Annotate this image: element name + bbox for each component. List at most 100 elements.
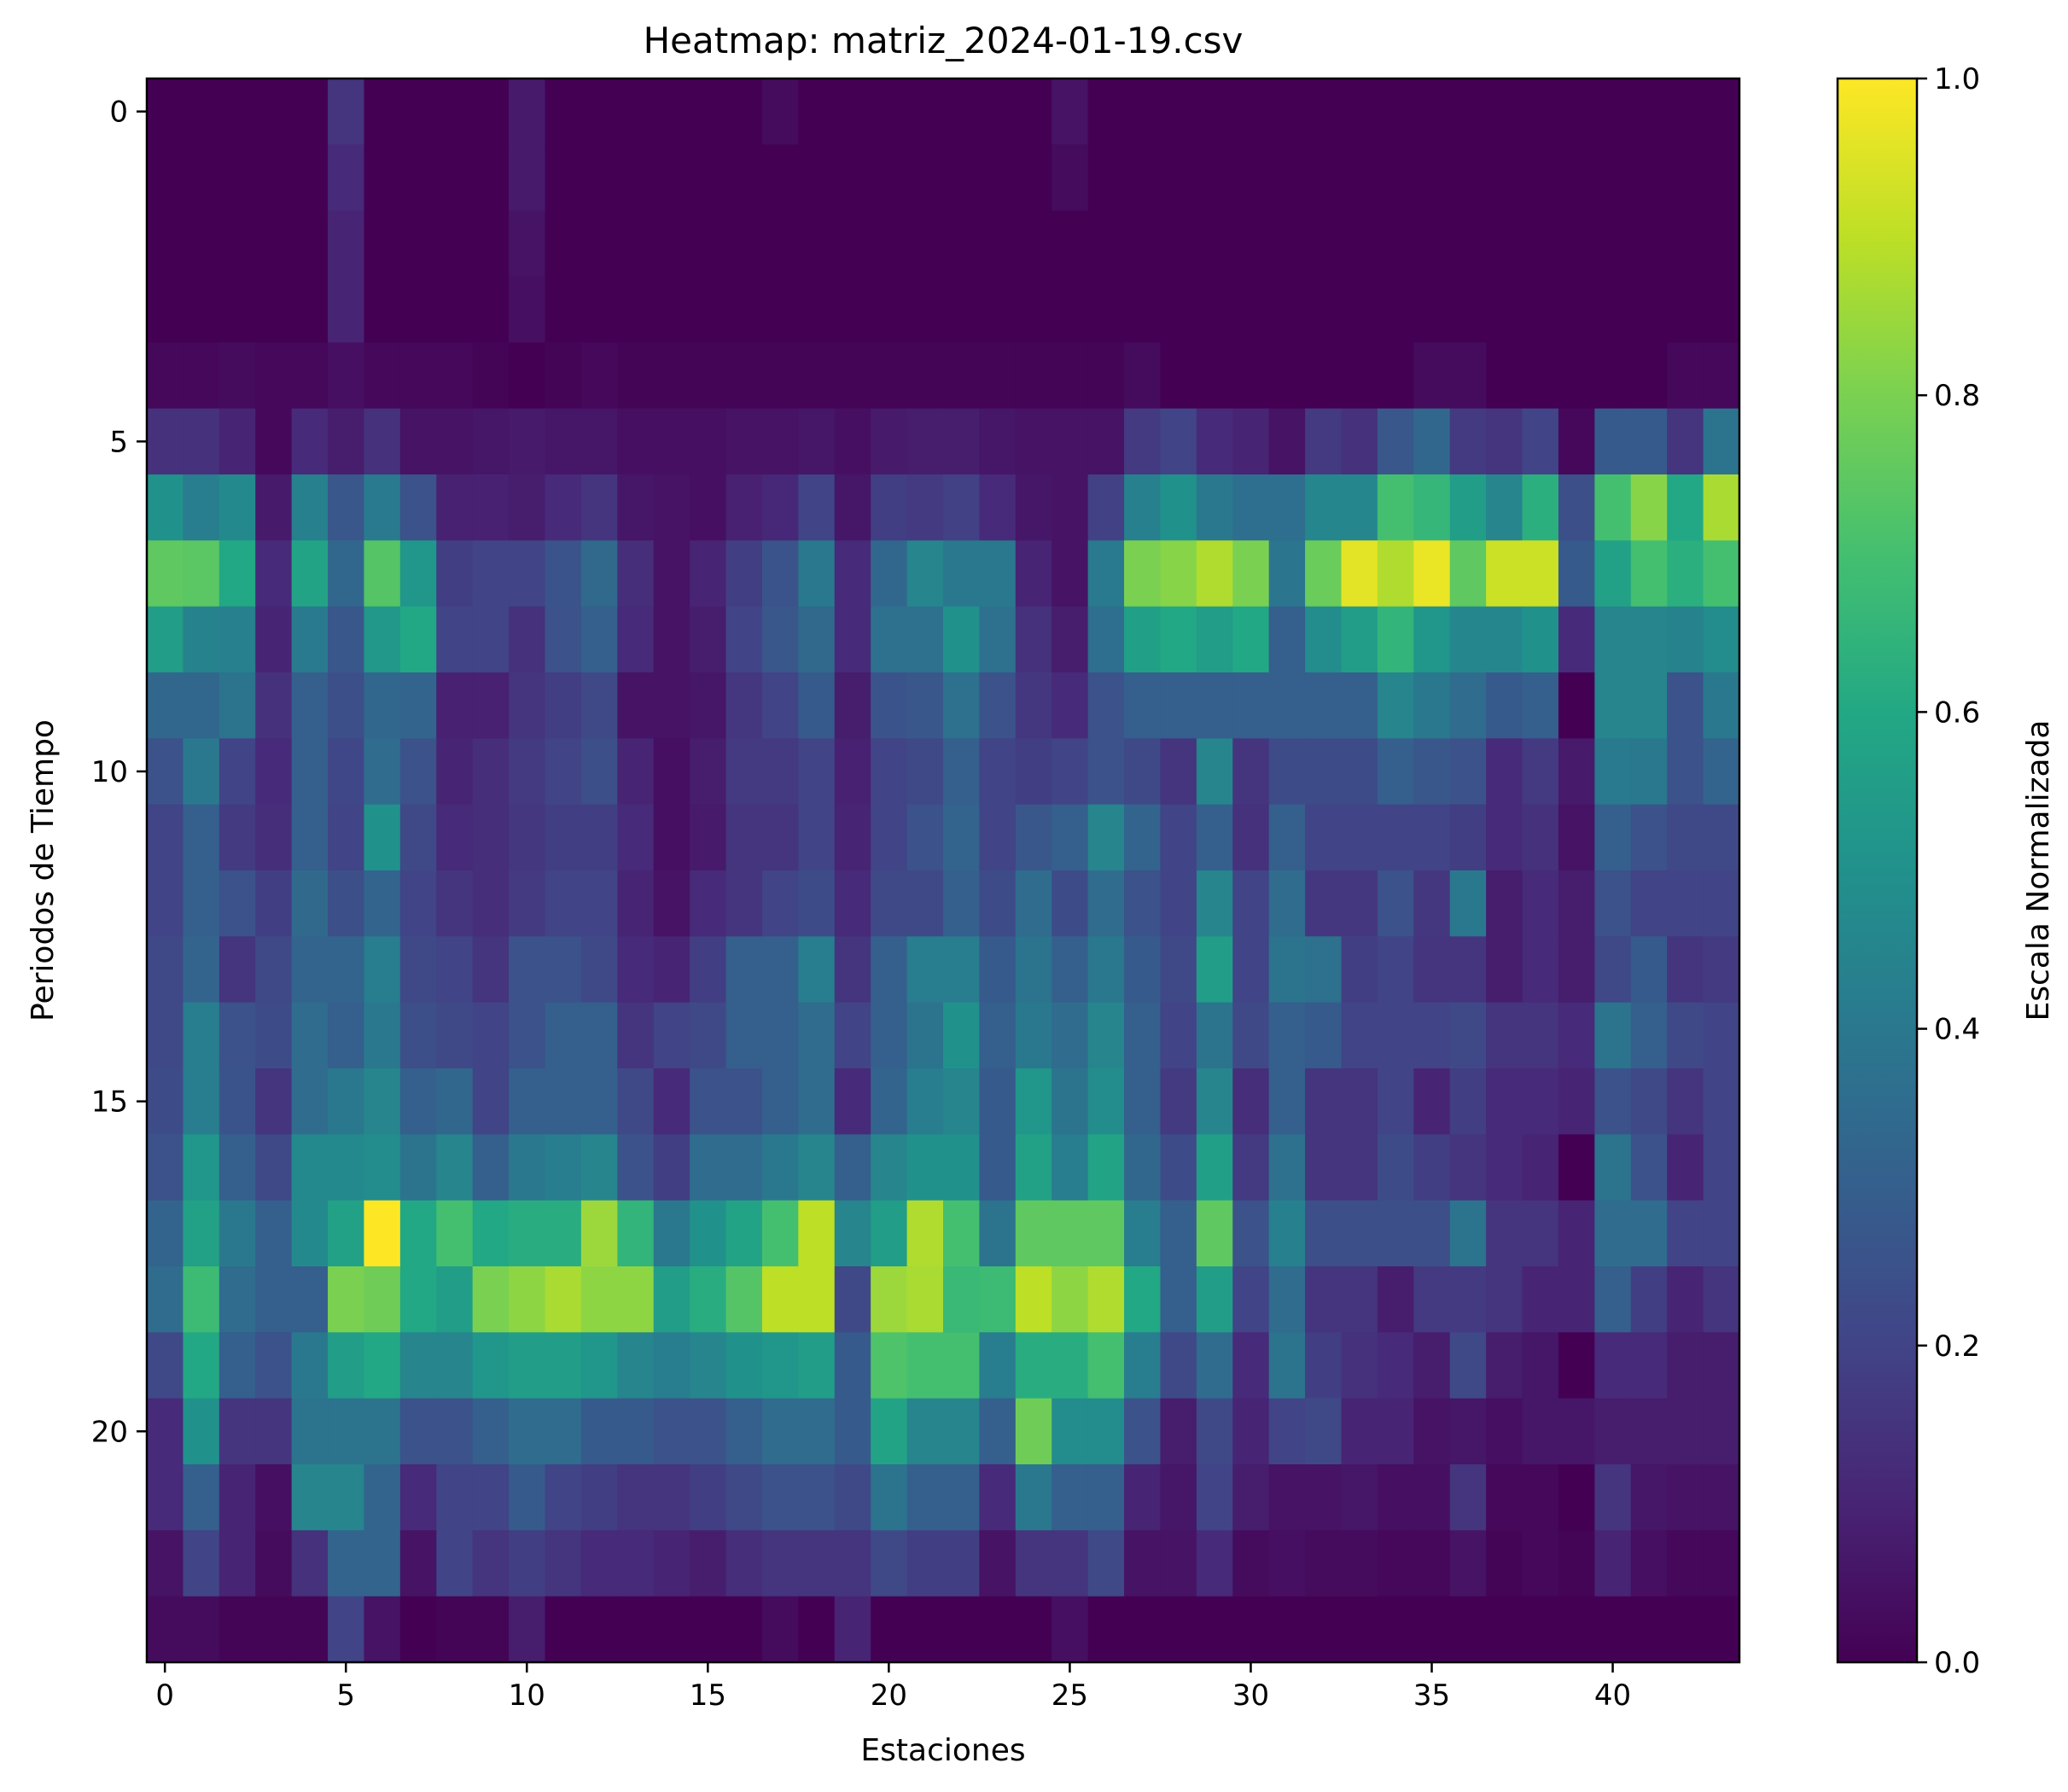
heatmap-cell bbox=[725, 1464, 763, 1531]
heatmap-cell bbox=[761, 1134, 799, 1201]
heatmap-cell bbox=[255, 1332, 293, 1399]
heatmap-cell bbox=[906, 1596, 944, 1663]
heatmap-cell bbox=[328, 870, 365, 937]
heatmap-cell bbox=[761, 1068, 799, 1135]
heatmap-cell bbox=[545, 79, 582, 145]
heatmap-cell bbox=[1341, 342, 1378, 410]
heatmap-cell bbox=[255, 1134, 293, 1201]
heatmap-cell bbox=[1703, 144, 1740, 212]
heatmap-cell bbox=[364, 1068, 401, 1135]
heatmap-cell bbox=[1630, 144, 1668, 212]
heatmap-cell bbox=[1486, 606, 1523, 673]
heatmap-cell bbox=[1667, 1464, 1704, 1531]
heatmap-cell bbox=[1051, 276, 1089, 343]
heatmap-cell bbox=[1087, 936, 1125, 1004]
heatmap-cell bbox=[183, 79, 220, 145]
heatmap-cell bbox=[509, 408, 546, 475]
heatmap-cell bbox=[1196, 936, 1233, 1004]
heatmap-cell bbox=[147, 1398, 184, 1465]
heatmap-cell bbox=[1015, 276, 1052, 343]
heatmap-cell bbox=[690, 1530, 727, 1597]
heatmap-cell bbox=[834, 936, 871, 1004]
heatmap-cell bbox=[1522, 276, 1559, 343]
heatmap-cell bbox=[725, 474, 763, 541]
heatmap-cell bbox=[1160, 1266, 1197, 1333]
heatmap-cell bbox=[255, 1266, 293, 1333]
heatmap-cell bbox=[834, 1200, 871, 1267]
heatmap-cell bbox=[399, 540, 437, 608]
heatmap-cell bbox=[653, 738, 690, 806]
heatmap-cell bbox=[183, 1398, 220, 1465]
heatmap-cell bbox=[943, 606, 981, 673]
heatmap-cell bbox=[1413, 606, 1451, 673]
heatmap-cell bbox=[1124, 936, 1162, 1004]
heatmap-cell bbox=[183, 210, 220, 277]
heatmap-cell bbox=[472, 1530, 510, 1597]
heatmap-cell bbox=[690, 1068, 727, 1135]
heatmap-cell bbox=[1594, 1464, 1632, 1531]
heatmap-cell bbox=[906, 804, 944, 871]
heatmap-cell bbox=[1341, 1068, 1378, 1135]
heatmap-cell bbox=[1087, 540, 1125, 608]
heatmap-cell bbox=[1160, 1596, 1197, 1663]
heatmap-cell bbox=[1486, 474, 1523, 541]
heatmap-cell bbox=[1667, 870, 1704, 937]
heatmap-cell bbox=[436, 1200, 474, 1267]
heatmap-cell bbox=[328, 804, 365, 871]
heatmap-cell bbox=[1305, 606, 1343, 673]
heatmap-cell bbox=[1413, 540, 1451, 608]
heatmap-cell bbox=[943, 1068, 981, 1135]
heatmap-cell bbox=[1558, 144, 1595, 212]
heatmap-cell bbox=[1667, 936, 1704, 1004]
heatmap-cell bbox=[1160, 1002, 1197, 1069]
heatmap-cell bbox=[509, 1266, 546, 1333]
heatmap-cell bbox=[436, 276, 474, 343]
heatmap-cell bbox=[255, 144, 293, 212]
heatmap-cell bbox=[1558, 672, 1595, 739]
heatmap-cell bbox=[1594, 1068, 1632, 1135]
heatmap-cell bbox=[1522, 79, 1559, 145]
heatmap-cell bbox=[1087, 606, 1125, 673]
heatmap-cell bbox=[1124, 1596, 1162, 1663]
heatmap-cell bbox=[1377, 1134, 1414, 1201]
heatmap-cell bbox=[834, 1596, 871, 1663]
heatmap-cell bbox=[364, 804, 401, 871]
heatmap-cell bbox=[509, 79, 546, 145]
heatmap-cell bbox=[834, 1068, 871, 1135]
heatmap-cell bbox=[147, 144, 184, 212]
heatmap-cell bbox=[725, 738, 763, 806]
heatmap-cell bbox=[943, 1398, 981, 1465]
heatmap-cell bbox=[364, 210, 401, 277]
heatmap-cell bbox=[328, 1332, 365, 1399]
heatmap-cell bbox=[218, 738, 256, 806]
heatmap-cell bbox=[399, 276, 437, 343]
heatmap-cell bbox=[1196, 804, 1233, 871]
heatmap-cell bbox=[1594, 1332, 1632, 1399]
heatmap-cell bbox=[147, 79, 184, 145]
heatmap-cell bbox=[690, 1134, 727, 1201]
heatmap-cell bbox=[1305, 804, 1343, 871]
heatmap-cell bbox=[798, 474, 836, 541]
heatmap-cell bbox=[1305, 672, 1343, 739]
heatmap-cell bbox=[1449, 1332, 1487, 1399]
heatmap-cell bbox=[1522, 1332, 1559, 1399]
heatmap-cell bbox=[580, 144, 618, 212]
heatmap-cell bbox=[1630, 408, 1668, 475]
heatmap-cell bbox=[509, 1002, 546, 1069]
heatmap-cell bbox=[1377, 1398, 1414, 1465]
heatmap-cell bbox=[1051, 1530, 1089, 1597]
heatmap-cell bbox=[436, 870, 474, 937]
heatmap-cell bbox=[436, 540, 474, 608]
heatmap-cell bbox=[1594, 1134, 1632, 1201]
heatmap-cell bbox=[580, 1266, 618, 1333]
heatmap-cell bbox=[1667, 606, 1704, 673]
heatmap-cell bbox=[1015, 540, 1052, 608]
heatmap-cell bbox=[147, 1464, 184, 1531]
heatmap-cell bbox=[328, 276, 365, 343]
heatmap-cell bbox=[328, 408, 365, 475]
heatmap-cell bbox=[545, 1464, 582, 1531]
heatmap-cell bbox=[183, 1530, 220, 1597]
heatmap-cell bbox=[761, 408, 799, 475]
heatmap-cell bbox=[1449, 79, 1487, 145]
heatmap-cell bbox=[1449, 672, 1487, 739]
